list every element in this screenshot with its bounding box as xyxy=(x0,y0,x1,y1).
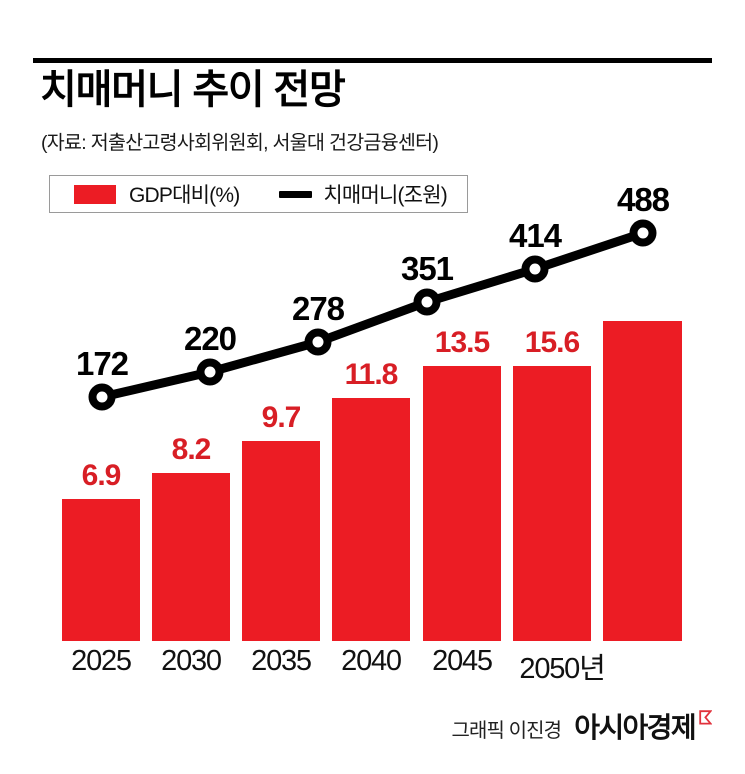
bar-value-label-2025: 6.9 xyxy=(81,459,122,492)
bar-2025 xyxy=(62,499,140,641)
bar-2045 xyxy=(423,366,501,641)
legend-bar-swatch-icon xyxy=(74,184,116,204)
bar-value-label-2035: 9.7 xyxy=(261,401,302,434)
bar-value-label-2040: 11.8 xyxy=(344,358,399,391)
footer-credit: 그래픽 이진경 아시아경제 xyxy=(451,706,713,746)
chart-legend: GDP대비(%) 치매머니(조원) xyxy=(49,175,468,213)
x-axis-label-2050년: 2050년 xyxy=(519,653,605,685)
x-axis-label-2025: 2025 xyxy=(71,645,132,677)
legend-label-dementia-money: 치매머니(조원) xyxy=(323,184,447,207)
line-value-label-2045: 414 xyxy=(508,217,562,254)
legend-item-dementia-money: 치매머니(조원) xyxy=(279,179,448,209)
x-axis-label-2040: 2040 xyxy=(341,645,402,677)
x-axis-label-2035: 2035 xyxy=(251,645,312,677)
data-source-note: (자료: 저출산고령사회위원회, 서울대 건강금융센터) xyxy=(41,132,439,154)
brand-name: 아시아경제 xyxy=(574,712,696,743)
line-marker-2025 xyxy=(88,383,116,411)
line-value-label-2050년: 488 xyxy=(616,181,670,218)
bar-2030 xyxy=(152,473,230,641)
line-value-label-2035: 278 xyxy=(291,290,345,327)
x-axis-label-2030: 2030 xyxy=(161,645,222,677)
line-marker-2050년 xyxy=(629,219,657,247)
legend-item-gdp-ratio: GDP대비(%) xyxy=(74,179,240,209)
line-marker-2045 xyxy=(521,255,549,283)
line-marker-2035 xyxy=(304,328,332,356)
bar-value-label-2030: 8.2 xyxy=(171,433,212,466)
line-marker-2040 xyxy=(413,288,441,316)
line-value-label-2040: 351 xyxy=(400,250,454,287)
bar-2040 xyxy=(332,398,410,641)
brand-flag-icon xyxy=(699,710,713,725)
chart-plot-area: 6.9 8.2 9.7 11.8 13.5 15.6 172 220 278 351 414 488… xyxy=(62,181,682,685)
x-axis-label-2045: 2045 xyxy=(432,645,493,677)
header-divider xyxy=(33,58,712,63)
line-value-label-2030: 220 xyxy=(183,320,237,357)
bar-undefined xyxy=(603,321,682,641)
line-marker-2030 xyxy=(196,358,224,386)
line-value-label-2025: 172 xyxy=(75,345,129,382)
page-title: 치매머니 추이 전망 xyxy=(40,68,346,112)
bar-2050년 xyxy=(513,366,591,641)
graphic-credit-text: 그래픽 이진경 xyxy=(451,720,563,742)
bar-2035 xyxy=(242,441,320,641)
legend-line-swatch-icon xyxy=(279,190,313,198)
bar-value-label-2050년: 15.6 xyxy=(524,326,580,359)
legend-label-gdp-ratio: GDP대비(%) xyxy=(129,184,240,207)
bar-value-label-2045: 13.5 xyxy=(434,326,490,359)
